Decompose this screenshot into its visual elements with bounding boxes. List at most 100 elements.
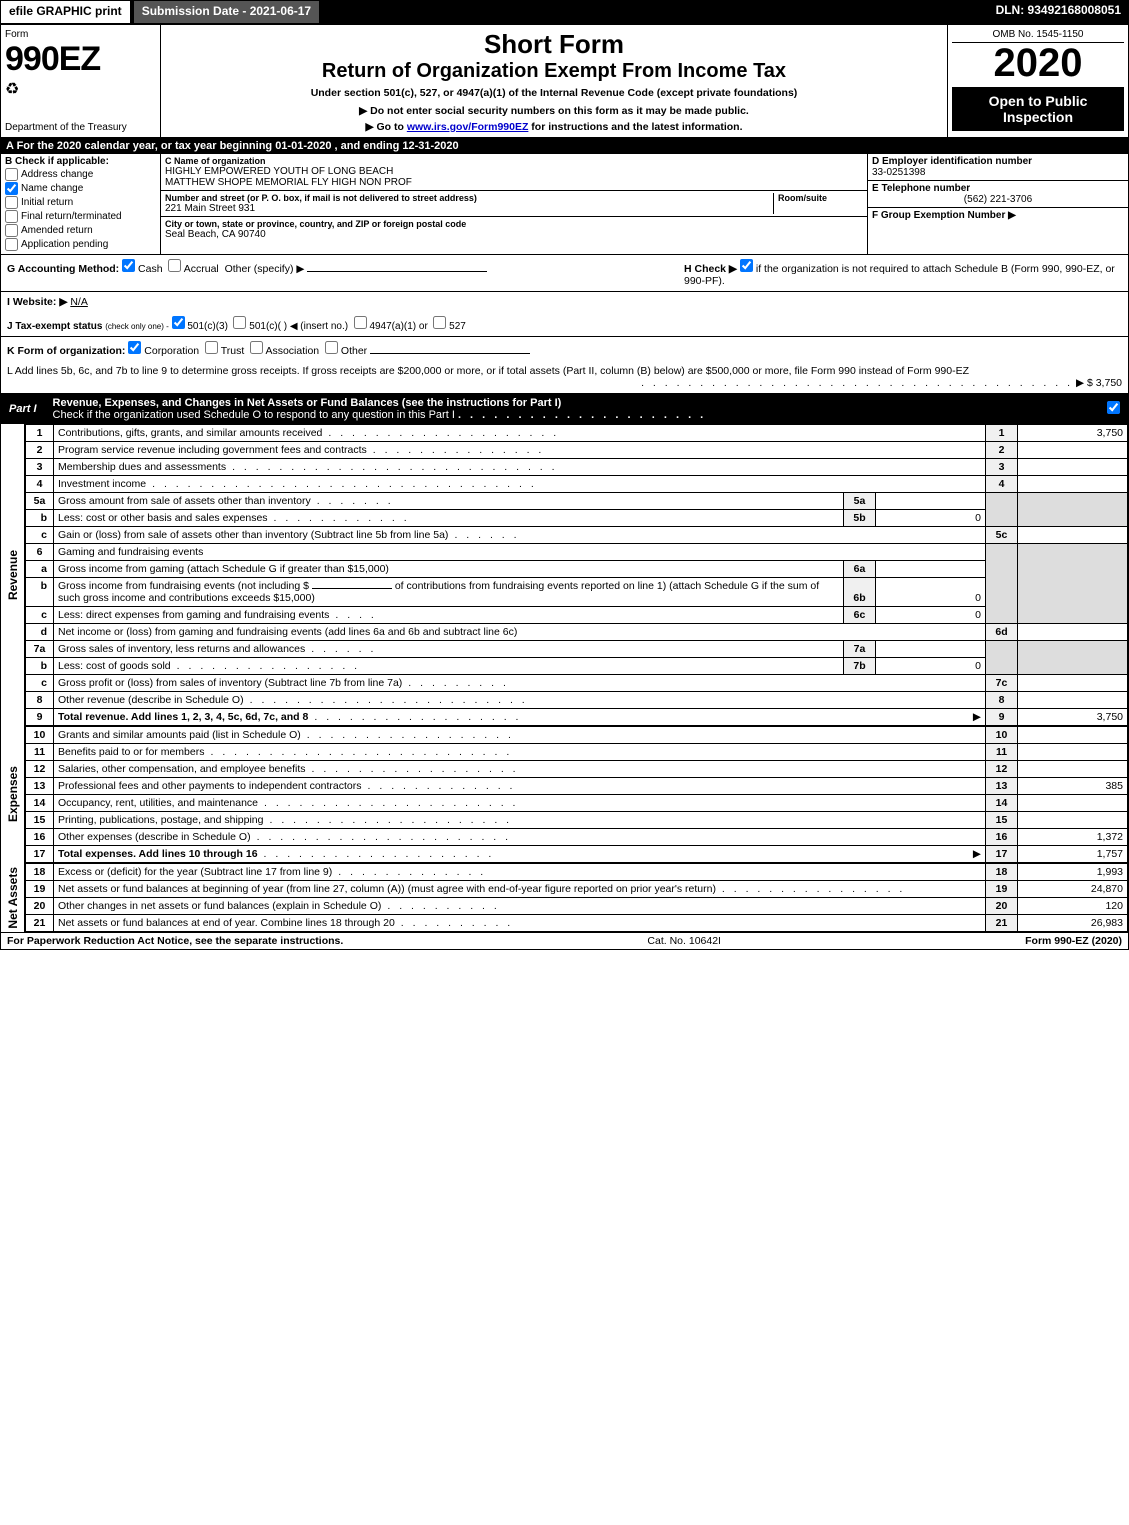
trust-checkbox[interactable] (205, 341, 218, 354)
dln-label: DLN: 93492168008051 (988, 0, 1129, 24)
table-row: 3Membership dues and assessments. . . . … (26, 459, 1128, 476)
table-row: 10Grants and similar amounts paid (list … (26, 727, 1128, 744)
street-label: Number and street (or P. O. box, if mail… (165, 193, 773, 203)
table-row: 8Other revenue (describe in Schedule O).… (26, 692, 1128, 709)
table-row: 1Contributions, gifts, grants, and simil… (26, 425, 1128, 442)
revenue-side-label: Revenue (1, 424, 25, 726)
netassets-section: Net Assets 18Excess or (deficit) for the… (0, 863, 1129, 933)
efile-graphic-print-button[interactable]: efile GRAPHIC print (0, 0, 131, 24)
corporation-checkbox[interactable] (128, 341, 141, 354)
f-label: F Group Exemption Number ▶ (872, 210, 1016, 221)
org-name-1: HIGHLY EMPOWERED YOUTH OF LONG BEACH (165, 166, 863, 177)
phone-value: (562) 221-3706 (872, 194, 1124, 205)
row-i: I Website: ▶ N/A (0, 292, 1129, 312)
initial-return-checkbox[interactable]: Initial return (5, 196, 156, 209)
j-sub: (check only one) - (105, 322, 169, 331)
e-label: E Telephone number (872, 183, 1124, 194)
part1-header: Part I Revenue, Expenses, and Changes in… (0, 394, 1129, 424)
table-row: bLess: cost or other basis and sales exp… (26, 510, 1128, 527)
g-accounting-method: G Accounting Method: Cash Accrual Other … (7, 259, 664, 287)
b-label: B Check if applicable: (5, 156, 156, 167)
revenue-table: 1Contributions, gifts, grants, and simil… (25, 424, 1128, 726)
table-row: 15Printing, publications, postage, and s… (26, 812, 1128, 829)
under-section-text: Under section 501(c), 527, or 4947(a)(1)… (165, 87, 943, 99)
part1-check-text: Check if the organization used Schedule … (53, 409, 455, 421)
go-to-suffix: for instructions and the latest informat… (528, 121, 742, 133)
form-header-right: OMB No. 1545-1150 2020 Open to Public In… (948, 25, 1128, 137)
table-row: 9Total revenue. Add lines 1, 2, 3, 4, 5c… (26, 709, 1128, 726)
form-label: Form (5, 29, 156, 40)
table-row: cGain or (loss) from sale of assets othe… (26, 527, 1128, 544)
short-form-title: Short Form (165, 29, 943, 60)
final-return-checkbox[interactable]: Final return/terminated (5, 210, 156, 223)
table-row: 21Net assets or fund balances at end of … (26, 915, 1128, 932)
accrual-checkbox[interactable] (168, 259, 181, 272)
table-row: 5aGross amount from sale of assets other… (26, 493, 1128, 510)
other-org-checkbox[interactable] (325, 341, 338, 354)
row-gh: G Accounting Method: Cash Accrual Other … (0, 255, 1129, 292)
city-label: City or town, state or province, country… (165, 219, 863, 229)
table-row: cLess: direct expenses from gaming and f… (26, 607, 1128, 624)
table-row: 2Program service revenue including gover… (26, 442, 1128, 459)
go-to-text: ▶ Go to www.irs.gov/Form990EZ for instru… (165, 121, 943, 133)
section-b-checklist: B Check if applicable: Address change Na… (1, 154, 161, 254)
do-not-text: ▶ Do not enter social security numbers o… (165, 105, 943, 117)
527-checkbox[interactable] (433, 316, 446, 329)
footer-right: Form 990-EZ (2020) (1019, 933, 1128, 949)
form-header: Form 990EZ ♻ Department of the Treasury … (0, 24, 1129, 138)
table-row: 18Excess or (deficit) for the year (Subt… (26, 864, 1128, 881)
footer: For Paperwork Reduction Act Notice, see … (0, 933, 1129, 950)
topbar-spacer (322, 0, 987, 24)
netassets-table: 18Excess or (deficit) for the year (Subt… (25, 863, 1128, 932)
l-arrow: ▶ $ (1076, 377, 1093, 389)
footer-mid: Cat. No. 10642I (349, 933, 1019, 949)
part1-title: Revenue, Expenses, and Changes in Net As… (45, 395, 1098, 423)
expenses-section: Expenses 10Grants and similar amounts pa… (0, 726, 1129, 863)
room-label: Room/suite (778, 193, 863, 203)
table-row: 11Benefits paid to or for members. . . .… (26, 744, 1128, 761)
application-pending-checkbox[interactable]: Application pending (5, 238, 156, 251)
netassets-side-label: Net Assets (1, 863, 25, 932)
h-checkbox[interactable] (740, 259, 753, 272)
table-row: aGross income from gaming (attach Schedu… (26, 561, 1128, 578)
l-text: L Add lines 5b, 6c, and 7b to line 9 to … (7, 365, 1122, 377)
website-value: N/A (70, 296, 88, 308)
table-row: 20Other changes in net assets or fund ba… (26, 898, 1128, 915)
cash-checkbox[interactable] (122, 259, 135, 272)
footer-left: For Paperwork Reduction Act Notice, see … (1, 933, 349, 949)
4947-checkbox[interactable] (354, 316, 367, 329)
tax-year: 2020 (952, 43, 1124, 83)
go-to-prefix: ▶ Go to (366, 121, 407, 133)
table-row: 6Gaming and fundraising events (26, 544, 1128, 561)
org-name-2: MATTHEW SHOPE MEMORIAL FLY HIGH NON PROF (165, 177, 863, 188)
part1-check[interactable] (1098, 401, 1128, 417)
row-k: K Form of organization: Corporation Trus… (0, 337, 1129, 361)
d-label: D Employer identification number (872, 156, 1124, 167)
table-row: 16Other expenses (describe in Schedule O… (26, 829, 1128, 846)
return-title: Return of Organization Exempt From Incom… (165, 60, 943, 83)
row-l: L Add lines 5b, 6c, and 7b to line 9 to … (0, 361, 1129, 394)
city-value: Seal Beach, CA 90740 (165, 229, 863, 240)
submission-date-button[interactable]: Submission Date - 2021-06-17 (133, 0, 320, 24)
501c3-checkbox[interactable] (172, 316, 185, 329)
501c-checkbox[interactable] (233, 316, 246, 329)
dept-treasury-label: Department of the Treasury (5, 122, 156, 133)
name-change-checkbox[interactable]: Name change (5, 182, 156, 195)
street-value: 221 Main Street 931 (165, 203, 773, 214)
association-checkbox[interactable] (250, 341, 263, 354)
k-label: K Form of organization: (7, 345, 125, 357)
table-row: 13Professional fees and other payments t… (26, 778, 1128, 795)
g-label: G Accounting Method: (7, 263, 119, 275)
i-label: I Website: ▶ (7, 296, 67, 308)
irs-link[interactable]: www.irs.gov/Form990EZ (407, 121, 529, 133)
amended-return-checkbox[interactable]: Amended return (5, 224, 156, 237)
table-row: 7aGross sales of inventory, less returns… (26, 641, 1128, 658)
table-row: bGross income from fundraising events (n… (26, 578, 1128, 607)
table-row: 4Investment income. . . . . . . . . . . … (26, 476, 1128, 493)
h-label: H Check ▶ (684, 263, 737, 275)
table-row: bLess: cost of goods sold. . . . . . . .… (26, 658, 1128, 675)
j-label: J Tax-exempt status (7, 321, 102, 332)
address-change-checkbox[interactable]: Address change (5, 168, 156, 181)
table-row: cGross profit or (loss) from sales of in… (26, 675, 1128, 692)
table-row: 14Occupancy, rent, utilities, and mainte… (26, 795, 1128, 812)
